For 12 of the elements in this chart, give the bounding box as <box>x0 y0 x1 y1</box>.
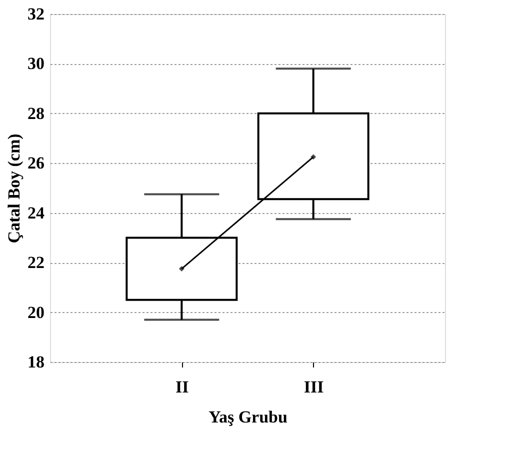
y-tick-label: 32 <box>28 4 44 24</box>
x-axis-title: Yaş Grubu <box>208 408 288 426</box>
y-tick-label: 26 <box>28 154 44 173</box>
y-tick-label: 28 <box>28 104 44 123</box>
y-axis-title: Çatal Boy (cm) <box>4 134 24 244</box>
x-tick-label: III <box>304 378 324 396</box>
y-tick-label: 20 <box>28 302 44 322</box>
y-tick-label: 22 <box>28 253 44 272</box>
y-tick-label: 18 <box>28 352 44 372</box>
x-tick-label: II <box>176 378 190 396</box>
y-tick-label: 24 <box>28 203 45 222</box>
y-tick-label: 30 <box>28 54 44 74</box>
